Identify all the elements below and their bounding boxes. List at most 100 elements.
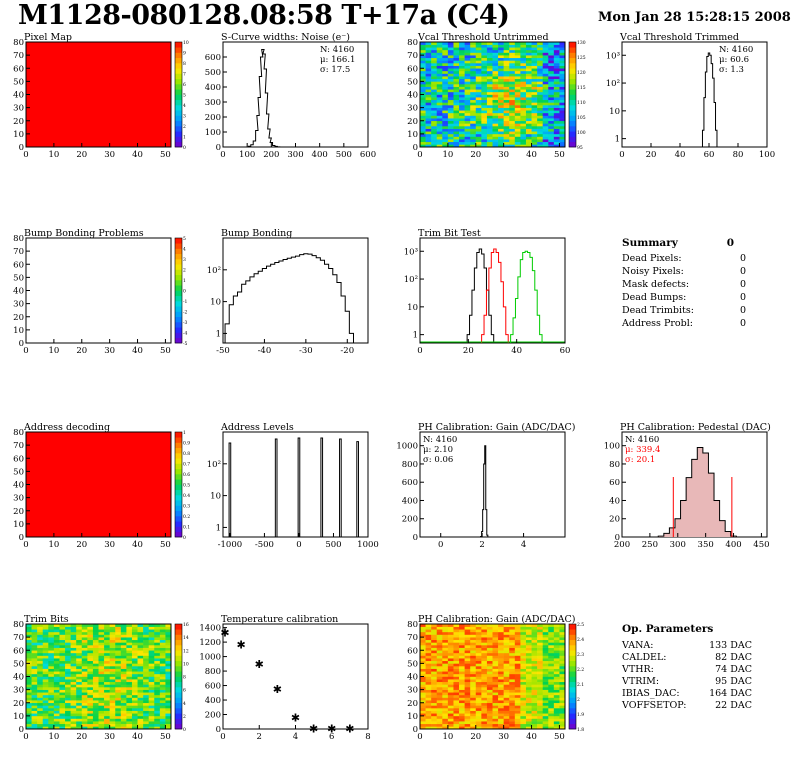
ph-gain-map-cell bbox=[475, 673, 482, 677]
vcal-trimmed-ytick-label: 10 bbox=[609, 107, 620, 117]
ph-gain-map-cell bbox=[447, 634, 454, 638]
ph-gain-map-cell bbox=[509, 713, 516, 717]
ph-gain-map-cell bbox=[531, 702, 538, 706]
trim-bits-cell bbox=[109, 645, 116, 648]
vcal-untrimmed-cell bbox=[492, 112, 499, 116]
vcal-untrimmed-cell bbox=[470, 55, 477, 59]
trim-bits-cell bbox=[42, 626, 49, 630]
vcal-untrimmed-cell bbox=[503, 86, 510, 90]
ph-gain-map-cell bbox=[492, 666, 499, 669]
trim-bits-cell bbox=[120, 642, 127, 646]
vcal-untrimmed-cell bbox=[431, 86, 438, 90]
trim-bits-cell bbox=[148, 663, 155, 667]
vcal-untrimmed-cell bbox=[425, 76, 432, 80]
ph-gain-map-cell bbox=[436, 645, 443, 648]
vcal-untrimmed-cell bbox=[520, 91, 527, 95]
ph-gain-map-cell bbox=[464, 679, 471, 683]
ph-pedestal-stat: μ: 339.4 bbox=[625, 445, 660, 455]
trim-bits-cell bbox=[165, 697, 172, 701]
ph-gain-map-cell bbox=[514, 639, 521, 643]
trim-bits-cell bbox=[120, 710, 127, 714]
ph-gain-map-cell bbox=[481, 650, 488, 654]
trim-bits-cell bbox=[26, 718, 32, 722]
ph-gain-map-colorbar-cell bbox=[569, 639, 576, 646]
trim-bits-colorbar-cell bbox=[175, 713, 182, 719]
vcal-untrimmed-cell bbox=[498, 144, 504, 148]
ph-gain-map-cell bbox=[464, 663, 471, 667]
vcal-untrimmed-cell bbox=[464, 49, 471, 53]
ph-gain-map-cell bbox=[431, 708, 438, 711]
ph-gain-map-cell bbox=[447, 713, 454, 717]
vcal-untrimmed-cell bbox=[492, 86, 499, 90]
pixel-map-xtick-label: 50 bbox=[160, 150, 171, 160]
ph-gain-map-cell bbox=[442, 637, 449, 641]
trim-bits-cell bbox=[70, 689, 77, 693]
bump-problems-colorbar-cell bbox=[175, 269, 182, 276]
vcal-untrimmed-cell bbox=[531, 99, 538, 103]
ph-gain-map-cell bbox=[509, 723, 516, 727]
vcal-untrimmed-cell bbox=[486, 44, 493, 48]
ph-gain-map-cell bbox=[492, 694, 499, 698]
vcal-untrimmed-cell bbox=[420, 141, 426, 145]
ph-gain-map-cell bbox=[464, 726, 471, 730]
ph-gain-map-cell bbox=[464, 723, 471, 727]
vcal-untrimmed-cell bbox=[481, 115, 488, 119]
bump-problems-frame bbox=[25, 237, 172, 344]
vcal-untrimmed-cell bbox=[453, 110, 460, 114]
trim-bits-cell bbox=[115, 721, 122, 725]
address-decoding-colorbar-cell bbox=[175, 510, 182, 517]
vcal-untrimmed-cell bbox=[420, 97, 426, 101]
vcal-untrimmed-cell bbox=[453, 60, 460, 64]
vcal-untrimmed-cell bbox=[520, 120, 527, 124]
ph-gain-map-cell bbox=[553, 713, 560, 717]
trim-bits-cell bbox=[137, 679, 144, 683]
vcal-untrimmed-cell bbox=[520, 99, 527, 103]
vcal-untrimmed-cell bbox=[475, 105, 482, 108]
trim-bits-cell bbox=[159, 713, 166, 717]
vcal-untrimmed-cell bbox=[525, 126, 532, 129]
vcal-untrimmed-cell bbox=[453, 128, 460, 132]
ph-gain-map-cell bbox=[442, 692, 449, 696]
trim-bits-cell bbox=[137, 715, 144, 719]
trim-bits-cell bbox=[42, 681, 49, 685]
ph-gain-map-cell bbox=[514, 626, 521, 630]
ph-gain-map-cell bbox=[520, 692, 527, 696]
ph-gain-map-cell bbox=[475, 652, 482, 656]
trim-bits-cell bbox=[126, 639, 133, 643]
vcal-untrimmed-cell bbox=[425, 97, 432, 101]
vcal-untrimmed-cell bbox=[503, 94, 510, 98]
vcal-untrimmed-cell bbox=[470, 141, 477, 145]
vcal-untrimmed-ztick-label: 100 bbox=[577, 130, 586, 136]
ph-gain-map-cell bbox=[548, 637, 555, 641]
trim-bits-cell bbox=[81, 666, 88, 669]
trim-bits-ytick-label: 80 bbox=[13, 620, 24, 630]
trim-bits-cell bbox=[137, 692, 144, 696]
ph-gain-map-cell bbox=[459, 697, 465, 701]
ph-gain-map-cell bbox=[420, 692, 426, 696]
pixel-map-fill bbox=[26, 42, 171, 147]
vcal-untrimmed-cell bbox=[509, 42, 516, 45]
address-decoding-ytick-label: 50 bbox=[13, 467, 24, 477]
ph-gain-map-cell bbox=[431, 715, 438, 719]
trim-bits-cell bbox=[26, 666, 32, 669]
trim-bits-cell bbox=[154, 710, 161, 714]
trim-bits-cell bbox=[70, 631, 77, 635]
vcal-untrimmed-cell bbox=[425, 128, 432, 132]
trim-bits-cell bbox=[65, 708, 71, 711]
ph-gain-map-cell bbox=[431, 705, 438, 709]
vcal-untrimmed-colorbar-cell bbox=[569, 105, 576, 111]
vcal-untrimmed-cell bbox=[486, 42, 493, 45]
ph-gain-map-cell bbox=[531, 663, 538, 667]
ph-gain-map-cell bbox=[537, 626, 543, 630]
trim-bits-cell bbox=[104, 658, 110, 662]
vcal-untrimmed-cells bbox=[420, 42, 566, 148]
ph-gain-map-cell bbox=[520, 705, 527, 709]
trim-bits-cell bbox=[143, 705, 149, 709]
ph-gain-map-cell bbox=[503, 700, 510, 704]
trim-bits-cell bbox=[42, 663, 49, 667]
trim-bits-cell bbox=[42, 715, 49, 719]
ph-gain-map-cell bbox=[553, 684, 560, 688]
vcal-untrimmed-cell bbox=[520, 139, 527, 143]
trim-bits-cell bbox=[131, 702, 138, 706]
vcal-untrimmed-cell bbox=[559, 76, 566, 80]
